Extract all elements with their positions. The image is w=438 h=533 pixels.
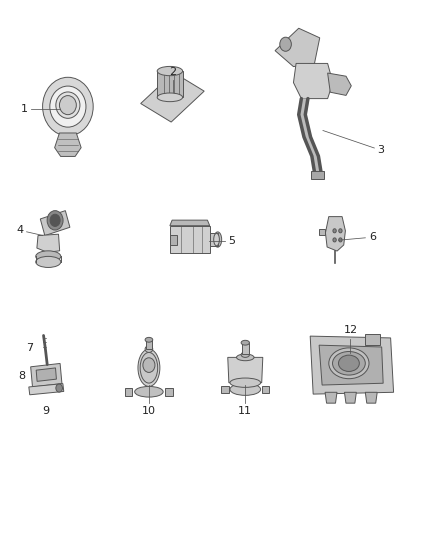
Text: 6: 6 — [369, 232, 376, 242]
Ellipse shape — [214, 233, 219, 246]
Ellipse shape — [135, 386, 163, 397]
Text: 5: 5 — [229, 236, 236, 246]
Bar — [210, 232, 218, 246]
Text: 1: 1 — [21, 104, 28, 114]
Text: 10: 10 — [142, 407, 156, 416]
Polygon shape — [170, 220, 210, 225]
Ellipse shape — [241, 341, 250, 345]
Bar — [145, 340, 152, 349]
Ellipse shape — [157, 93, 183, 102]
Text: 11: 11 — [238, 407, 252, 416]
Ellipse shape — [329, 348, 369, 378]
Ellipse shape — [60, 95, 76, 115]
Polygon shape — [55, 133, 81, 157]
Ellipse shape — [36, 251, 61, 262]
Polygon shape — [325, 392, 337, 403]
Ellipse shape — [56, 92, 80, 118]
Ellipse shape — [143, 358, 155, 373]
Circle shape — [56, 384, 63, 392]
Bar — [242, 343, 249, 354]
Polygon shape — [319, 229, 325, 235]
Ellipse shape — [332, 352, 365, 375]
Ellipse shape — [230, 383, 261, 395]
Polygon shape — [31, 364, 62, 387]
Polygon shape — [319, 345, 383, 385]
Bar — [170, 236, 177, 245]
Polygon shape — [228, 357, 263, 383]
Text: 9: 9 — [42, 407, 49, 416]
Text: 12: 12 — [343, 326, 357, 335]
Polygon shape — [293, 63, 333, 99]
Ellipse shape — [140, 352, 158, 383]
Text: 8: 8 — [18, 371, 25, 381]
Bar — [262, 386, 269, 393]
Polygon shape — [141, 72, 204, 122]
Bar — [221, 386, 229, 393]
Circle shape — [339, 229, 342, 233]
Circle shape — [333, 238, 336, 242]
Bar — [311, 171, 324, 179]
Bar — [365, 334, 380, 345]
Ellipse shape — [145, 346, 153, 352]
Bar — [125, 388, 133, 395]
Text: 3: 3 — [378, 146, 385, 155]
Ellipse shape — [230, 378, 261, 387]
Ellipse shape — [138, 349, 160, 386]
Ellipse shape — [339, 355, 359, 372]
Polygon shape — [365, 392, 377, 403]
Polygon shape — [36, 368, 57, 382]
Polygon shape — [310, 336, 394, 394]
Ellipse shape — [214, 232, 222, 247]
Circle shape — [339, 238, 342, 242]
Polygon shape — [325, 216, 346, 251]
Ellipse shape — [42, 77, 93, 136]
Ellipse shape — [36, 256, 61, 268]
Text: 4: 4 — [16, 225, 23, 235]
Ellipse shape — [157, 67, 183, 76]
Polygon shape — [344, 392, 357, 403]
Text: 2: 2 — [170, 67, 177, 77]
Circle shape — [50, 214, 60, 227]
Polygon shape — [275, 28, 320, 67]
Polygon shape — [29, 384, 64, 395]
Circle shape — [280, 37, 291, 51]
Bar — [166, 388, 173, 395]
Polygon shape — [170, 225, 210, 253]
Ellipse shape — [145, 337, 153, 342]
Ellipse shape — [50, 86, 86, 127]
Polygon shape — [37, 234, 60, 252]
Ellipse shape — [241, 352, 250, 357]
Circle shape — [47, 211, 63, 230]
Polygon shape — [40, 211, 70, 236]
Polygon shape — [328, 73, 351, 95]
Polygon shape — [157, 71, 183, 98]
Ellipse shape — [237, 354, 254, 361]
Circle shape — [333, 229, 336, 233]
Text: 7: 7 — [26, 343, 33, 352]
